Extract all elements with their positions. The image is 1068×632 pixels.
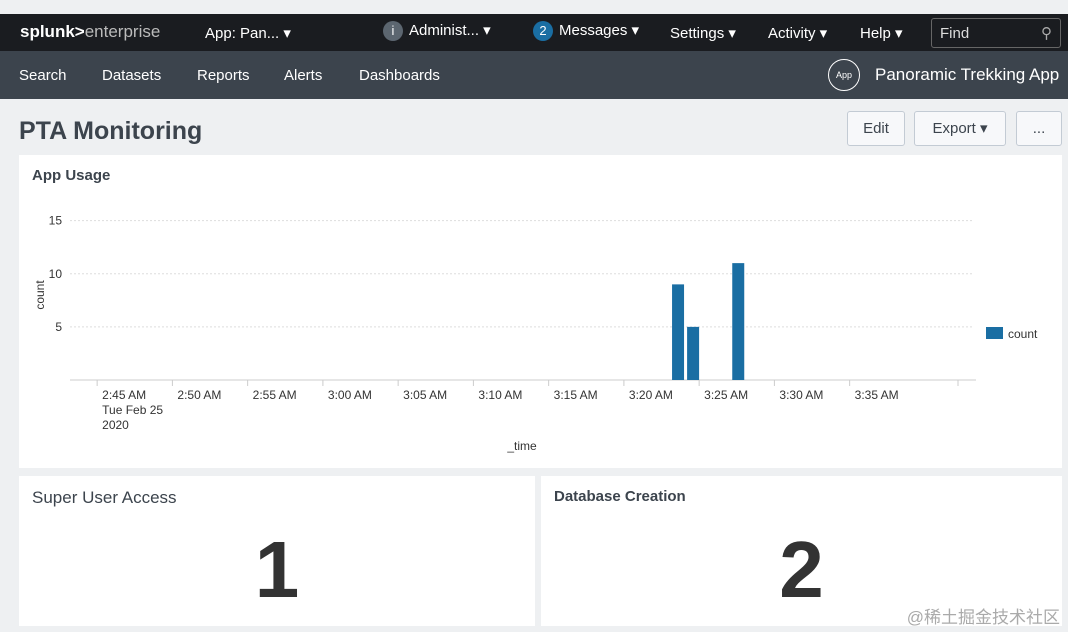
find-input[interactable]: Find ⚲: [931, 18, 1061, 48]
nav-datasets[interactable]: Datasets: [102, 67, 162, 84]
more-button[interactable]: ...: [1016, 111, 1062, 146]
admin-menu[interactable]: i Administ... ▾: [383, 21, 491, 42]
search-icon: ⚲: [1041, 25, 1052, 42]
activity-menu[interactable]: Activity ▾: [768, 25, 828, 42]
database-creation-panel: Database Creation 2: [541, 476, 1062, 626]
x-tick-label: 3:05 AM: [403, 388, 447, 402]
app-usage-panel: App Usage 5 10 15 2:45 AM Tue Feb 25 2020 2:50…: [19, 155, 1062, 468]
nav-search[interactable]: Search: [19, 67, 67, 84]
panel-title: Database Creation: [554, 488, 686, 505]
info-icon: i: [383, 21, 403, 42]
x-tick-sublabel: Tue Feb 25: [102, 403, 163, 417]
nav-alerts[interactable]: Alerts: [284, 67, 323, 84]
x-tick-label: 2:55 AM: [253, 388, 297, 402]
settings-menu[interactable]: Settings ▾: [670, 25, 736, 42]
super-user-panel: Super User Access 1: [19, 476, 535, 626]
x-tick-sublabel: 2020: [102, 418, 129, 432]
export-button[interactable]: Export ▾: [914, 111, 1006, 146]
x-tick-label: 2:45 AM: [102, 388, 146, 402]
x-axis-title: _time: [506, 439, 537, 453]
splunk-logo[interactable]: splunk>enterprise: [20, 22, 161, 41]
x-tick-label: 3:35 AM: [855, 388, 899, 402]
y-tick-label: 10: [49, 267, 63, 281]
messages-label: Messages ▾: [559, 22, 640, 39]
top-bar: splunk>enterprise App: Pan... ▾ i Adminis…: [0, 14, 1068, 51]
edit-button[interactable]: Edit: [847, 111, 905, 146]
watermark: @稀土掘金技术社区: [906, 608, 1060, 627]
find-placeholder: Find: [940, 25, 970, 42]
nav-reports[interactable]: Reports: [197, 67, 250, 84]
x-tick-label: 3:15 AM: [554, 388, 598, 402]
x-tick-label: 2:50 AM: [177, 388, 221, 402]
admin-label: Administ... ▾: [409, 22, 491, 39]
page-title: PTA Monitoring: [19, 117, 203, 145]
app-nav-bar: Search Datasets Reports Alerts Dashboard…: [0, 51, 1068, 99]
legend-label: count: [1008, 327, 1038, 341]
bar-3:27 AM: [732, 263, 745, 380]
single-value: 2: [779, 525, 824, 614]
bar-3:23 AM: [672, 284, 685, 380]
x-tick-label: 3:00 AM: [328, 388, 372, 402]
nav-dashboards[interactable]: Dashboards: [359, 67, 440, 84]
app-menu[interactable]: App: Pan... ▾: [205, 25, 291, 42]
app-name[interactable]: Panoramic Trekking App: [875, 65, 1060, 84]
y-tick-label: 5: [55, 320, 62, 334]
panel-title: App Usage: [32, 167, 111, 184]
panel-title: Super User Access: [32, 488, 177, 507]
messages-menu[interactable]: 2 Messages ▾: [533, 21, 640, 42]
x-tick-label: 3:20 AM: [629, 388, 673, 402]
single-value: 1: [254, 525, 300, 614]
bar-3:24 AM: [687, 326, 700, 380]
y-tick-label: 15: [49, 214, 63, 228]
app-icon: App: [828, 59, 860, 91]
help-menu[interactable]: Help ▾: [860, 25, 903, 42]
y-axis-title: count: [33, 280, 47, 310]
x-tick-label: 3:25 AM: [704, 388, 748, 402]
legend-swatch: [986, 327, 1003, 339]
x-tick-label: 3:30 AM: [779, 388, 823, 402]
x-tick-label: 3:10 AM: [478, 388, 522, 402]
messages-count-badge: 2: [533, 21, 553, 42]
